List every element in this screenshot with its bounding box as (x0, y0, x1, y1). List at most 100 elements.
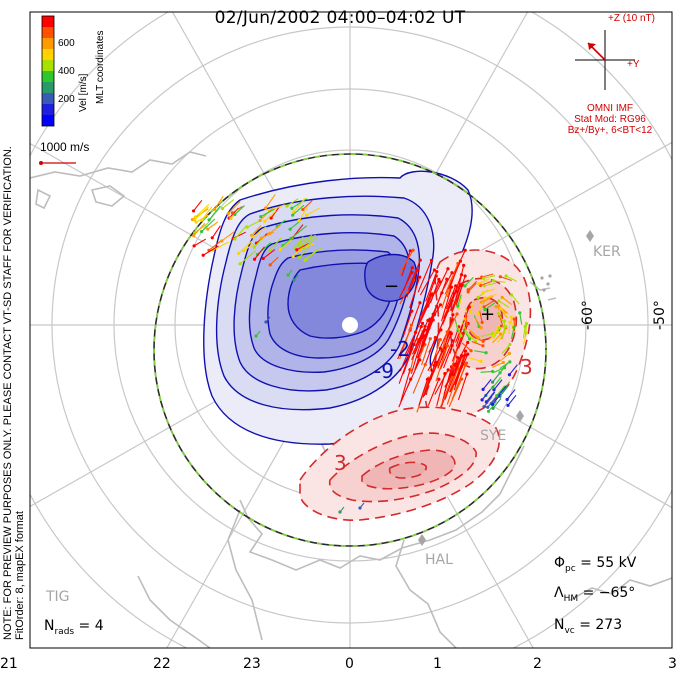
contour-label: 3 (334, 451, 347, 475)
velocity-vector-origin (268, 248, 272, 252)
velocity-vector-origin (458, 284, 463, 288)
velocity-vector-origin (268, 263, 272, 267)
velocity-vector-origin (238, 262, 242, 266)
potential-max-marker: + (480, 304, 495, 325)
velocity-vector-origin (481, 276, 486, 280)
velocity-vector-origin (426, 318, 430, 323)
velocity-vector (232, 205, 243, 214)
velocity-vector-origin (338, 510, 342, 514)
velocity-vector (497, 313, 505, 324)
station-hal: HAL (425, 552, 453, 568)
velocity-vector-origin (463, 248, 467, 252)
velocity-vector-origin (469, 310, 473, 314)
velocity-vector (467, 280, 478, 291)
velocity-vector (457, 373, 468, 400)
velocity-vector (412, 364, 426, 394)
velocity-vector (519, 312, 523, 325)
velocity-vector-origin (466, 340, 470, 345)
coordinate-label: MLT coordinates (95, 30, 106, 104)
velocity-vector (298, 207, 308, 221)
velocity-vector (474, 317, 482, 328)
velocity-vector (419, 269, 435, 296)
velocity-vector (426, 281, 441, 309)
velocity-vector-origin (456, 304, 460, 308)
velocity-vector (234, 224, 248, 240)
velocity-vector (264, 210, 276, 222)
velocity-vector-origin (459, 365, 463, 369)
velocity-vector-origin (254, 334, 258, 338)
velocity-vector-origin (458, 259, 463, 263)
velocity-vector (270, 206, 280, 219)
velocity-vector-origin (494, 305, 498, 309)
velocity-vector (222, 199, 235, 209)
velocity-vector (406, 359, 421, 389)
velocity-vector-origin (508, 342, 512, 347)
velocity-vector (507, 394, 517, 406)
velocity-vector (456, 324, 462, 336)
velocity-vector-origin (213, 207, 217, 211)
velocity-vector (448, 260, 461, 290)
velocity-vector (441, 366, 453, 403)
mlt-label-2: 2 (533, 656, 542, 672)
velocity-vector (424, 275, 437, 309)
velocity-vector (492, 361, 504, 368)
velocity-vector (508, 322, 511, 335)
velocity-vector-origin (504, 274, 508, 278)
velocity-vector (269, 256, 279, 266)
velocity-vector (410, 337, 423, 374)
imf-clock (575, 30, 635, 90)
velocity-vector-origin (237, 251, 241, 256)
velocity-vector (269, 237, 282, 251)
velocity-vector (424, 306, 438, 340)
station-markers (418, 230, 594, 546)
velocity-vector (435, 345, 448, 382)
velocity-vector (444, 313, 458, 338)
velocity-vector (456, 362, 467, 389)
velocity-vector (201, 218, 216, 232)
velocity-vector-origin (483, 308, 487, 312)
imf-bz-label: +Z (10 nT) (608, 13, 655, 24)
velocity-vector-origin (508, 320, 512, 324)
mlt-label-23: 23 (243, 656, 261, 672)
velocity-vector-origin (508, 360, 512, 364)
mlt-label-22: 22 (153, 656, 171, 672)
velocity-vector-origin (465, 322, 469, 326)
velocity-vector (497, 385, 507, 397)
velocity-vector (482, 379, 492, 390)
velocity-vector (435, 268, 449, 293)
velocity-vector (488, 400, 497, 412)
contour-label: -9 (374, 359, 394, 383)
contour-label: 3 (520, 355, 533, 379)
velocity-vector-origin (476, 336, 480, 340)
velocity-vector (484, 282, 497, 287)
velocity-vector-origin (518, 311, 522, 315)
station-tig: TIG (46, 589, 70, 605)
map-title: 02/Jun/2002 04:00–04:02 UT (214, 8, 466, 28)
velocity-vector-origin (479, 326, 483, 330)
velocity-vector (243, 243, 255, 252)
velocity-vector (193, 222, 206, 237)
velocity-vector-origin (476, 295, 480, 299)
scale-vector (39, 161, 76, 165)
velocity-vectors (190, 194, 529, 514)
velocity-vector (468, 329, 479, 339)
velocity-vector-origin (486, 409, 491, 413)
velocity-vector-origin (455, 312, 459, 316)
velocity-vector (477, 302, 483, 314)
velocity-vector-origin (480, 398, 484, 402)
velocity-vector (451, 284, 463, 313)
velocity-vector-origin (440, 349, 444, 353)
contour-label: -2 (390, 337, 410, 361)
velocity-vector-origin (259, 215, 263, 219)
velocity-vector (480, 280, 492, 287)
velocity-vector-origin (421, 330, 425, 334)
velocity-vector-origin (220, 239, 224, 243)
velocity-vector (470, 300, 475, 312)
velocity-vector-origin (410, 309, 414, 313)
velocity-vector-origin (226, 211, 230, 216)
velocity-vector (436, 373, 446, 407)
velocity-vector (481, 273, 494, 278)
velocity-vector-origin (423, 362, 427, 367)
mlt-label-0: 0 (345, 656, 354, 672)
velocity-vector-origin (462, 263, 466, 267)
